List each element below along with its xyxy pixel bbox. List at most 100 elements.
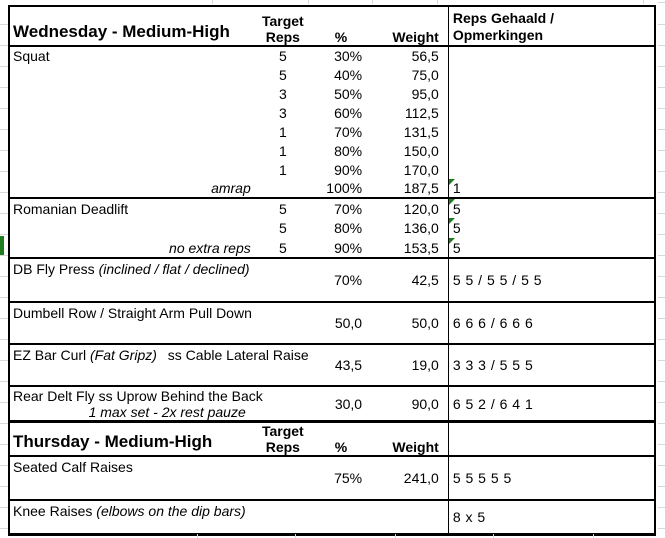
exercise-name-cell[interactable]: Romanian Deadlift xyxy=(13,200,129,217)
gehaald-cell[interactable]: 1 xyxy=(447,179,655,199)
col-header-target-reps[interactable]: Target Reps xyxy=(251,421,314,457)
exercise-name-cell[interactable] xyxy=(9,103,252,122)
col-header-weight[interactable]: Weight xyxy=(368,421,449,457)
green-fill-cell[interactable] xyxy=(0,236,4,256)
gehaald-cell[interactable] xyxy=(447,65,655,84)
weight-cell[interactable]: 75,0 xyxy=(411,66,439,83)
target-cell[interactable]: 1 xyxy=(278,161,287,178)
weight-cell[interactable]: 90,0 xyxy=(368,386,449,423)
target-cell[interactable] xyxy=(251,258,314,303)
target-cell[interactable]: 5 xyxy=(278,66,287,83)
exercise-name-cell[interactable]: EZ Bar Curl (Fat Gripz) ss Cable Lateral… xyxy=(9,344,309,387)
exercise-name-cell[interactable]: Seated Calf Raises xyxy=(9,456,252,501)
gehaald-cell[interactable] xyxy=(447,141,655,160)
weight-cell[interactable]: 19,0 xyxy=(368,344,449,387)
wednesday-section-title[interactable]: Wednesday - Medium-High xyxy=(9,6,252,47)
exercise-name-cell[interactable]: Dumbell Row / Straight Arm Pull Down xyxy=(9,302,252,345)
pct-cell[interactable] xyxy=(313,500,369,536)
amrap-note-cell[interactable]: amrap xyxy=(9,179,252,199)
pct-cell[interactable]: 40% xyxy=(334,66,363,83)
pct-cell[interactable]: 50,0 xyxy=(313,302,369,345)
pct-cell[interactable]: 43,5 xyxy=(313,344,369,387)
exercise-name-cell[interactable]: Knee Raises (elbows on the dip bars) xyxy=(9,500,252,536)
weight-cell[interactable]: 136,0 xyxy=(403,220,439,236)
exercise-name-cell[interactable]: DB Fly Press (inclined / flat / declined… xyxy=(9,258,252,303)
gehaald-cell[interactable]: 6 6 6 / 6 6 6 xyxy=(447,302,655,345)
gridline xyxy=(0,192,8,193)
gehaald-cell[interactable]: 5 xyxy=(447,218,655,238)
thursday-section-title[interactable]: Thursday - Medium-High xyxy=(9,421,252,457)
weight-cell[interactable]: 187,5 xyxy=(368,179,449,199)
gehaald-cell[interactable]: 8 x 5 xyxy=(447,500,655,536)
target-cell[interactable]: 5 xyxy=(278,48,287,64)
target-cell[interactable] xyxy=(251,456,314,501)
gehaald-cell[interactable] xyxy=(447,122,655,141)
pct-cell[interactable]: 75% xyxy=(313,456,369,501)
target-cell[interactable] xyxy=(251,500,314,536)
gehaald-cell[interactable] xyxy=(447,46,655,65)
weight-cell[interactable]: 42,5 xyxy=(368,258,449,303)
pct-cell[interactable]: 60% xyxy=(334,104,363,121)
pct-cell[interactable]: 30,0 xyxy=(313,386,369,423)
weight-cell[interactable]: 170,0 xyxy=(403,161,439,178)
weight-cell[interactable]: 56,5 xyxy=(411,48,439,64)
target-cell[interactable] xyxy=(251,302,314,345)
col-header-pct[interactable]: % xyxy=(313,421,369,457)
weight-cell[interactable]: 131,5 xyxy=(403,123,439,140)
col-header-pct[interactable]: % xyxy=(313,6,369,47)
weight-cell[interactable]: 50,0 xyxy=(368,302,449,345)
pct-cell[interactable]: 70% xyxy=(313,258,369,303)
pct-cell[interactable]: 80% xyxy=(334,220,363,236)
exercise-name-cell[interactable]: Rear Delt Fly ss Uprow Behind the Back 1… xyxy=(9,386,263,423)
weight-cell[interactable]: 112,5 xyxy=(404,104,439,121)
gehaald-cell[interactable] xyxy=(447,160,655,179)
target-cell[interactable] xyxy=(251,344,314,387)
target-cell[interactable]: 1 xyxy=(278,142,287,159)
col-header-target-reps[interactable]: Target Reps xyxy=(251,6,314,47)
col-header-gehaald[interactable]: Reps Gehaald / Opmerkingen xyxy=(447,6,655,47)
target-cell[interactable]: 5 xyxy=(278,200,287,217)
weight-cell[interactable]: 153,5 xyxy=(368,238,449,259)
gehaald-cell[interactable]: 6 5 2 / 6 4 1 xyxy=(447,386,655,423)
target-cell[interactable]: 3 xyxy=(278,85,287,102)
target-cell[interactable]: 3 xyxy=(278,104,287,121)
target-cell[interactable] xyxy=(251,386,314,423)
weight-cell[interactable]: 120,0 xyxy=(403,200,439,217)
gehaald-cell[interactable]: 5 xyxy=(447,198,655,218)
exercise-name-cell[interactable] xyxy=(9,84,252,103)
pct-cell[interactable]: 90% xyxy=(334,161,363,178)
pct-cell[interactable]: 50% xyxy=(334,85,363,102)
set-note-cell[interactable]: no extra reps xyxy=(9,238,252,259)
exercise-name-cell[interactable] xyxy=(9,218,252,238)
pct-cell[interactable]: 100% xyxy=(313,179,369,199)
exercise-name-cell[interactable] xyxy=(9,141,252,160)
col-header-weight[interactable]: Weight xyxy=(368,6,449,47)
gehaald-cell[interactable] xyxy=(447,103,655,122)
pct-cell[interactable]: 30% xyxy=(334,48,363,64)
pct-cell[interactable]: 80% xyxy=(334,142,363,159)
weight-cell[interactable]: 241,0 xyxy=(368,456,449,501)
target-cell[interactable] xyxy=(251,179,314,199)
weight-cell[interactable] xyxy=(368,500,449,536)
gehaald-value: 5 xyxy=(452,220,462,236)
gehaald-cell[interactable]: 5 xyxy=(447,238,655,259)
exercise-name-cell[interactable] xyxy=(9,122,252,141)
exercise-name-cell[interactable] xyxy=(9,65,252,84)
gehaald-cell[interactable]: 5 5 5 5 5 xyxy=(447,456,655,501)
gridline xyxy=(658,339,665,340)
target-cell[interactable]: 1 xyxy=(278,123,287,140)
gehaald-cell[interactable]: 5 5 / 5 5 / 5 5 xyxy=(447,258,655,303)
gehaald-cell[interactable]: 3 3 3 / 5 5 5 xyxy=(447,344,655,387)
exercise-name-cell[interactable] xyxy=(9,160,252,179)
weight-cell[interactable]: 150,0 xyxy=(403,142,439,159)
pct-cell[interactable]: 70% xyxy=(334,200,363,217)
gehaald-cell[interactable] xyxy=(447,84,655,103)
col-header-gehaald[interactable] xyxy=(447,421,655,457)
target-cell[interactable]: 5 xyxy=(278,220,287,236)
target-cell[interactable]: 5 xyxy=(251,238,314,259)
pct-cell[interactable]: 70% xyxy=(334,123,363,140)
weight-cell[interactable]: 95,0 xyxy=(411,85,439,102)
exercise-name: Rear Delt Fly ss Uprow Behind the Back xyxy=(13,388,263,404)
exercise-name-cell[interactable]: Squat xyxy=(13,48,50,64)
pct-cell[interactable]: 90% xyxy=(313,238,369,259)
